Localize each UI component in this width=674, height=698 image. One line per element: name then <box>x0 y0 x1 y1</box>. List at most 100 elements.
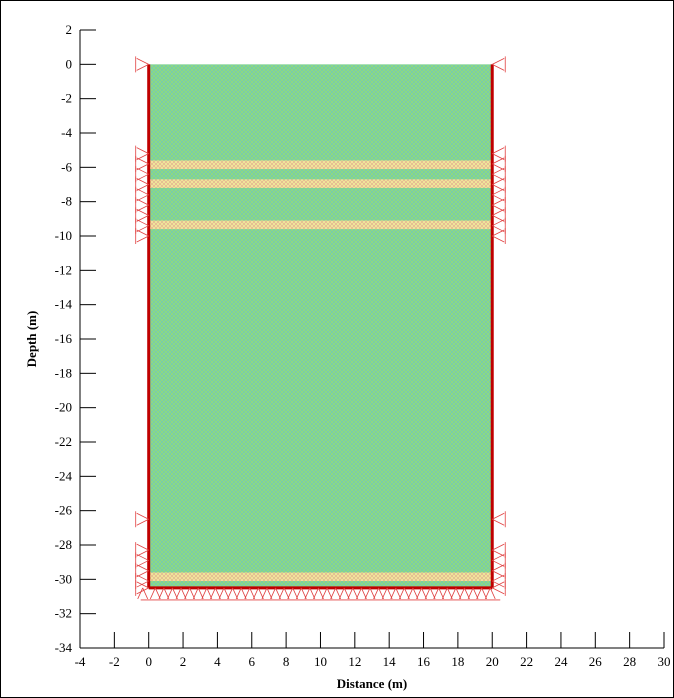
base-support <box>330 587 342 600</box>
base-support <box>313 587 324 600</box>
base-support <box>192 587 204 600</box>
boundary-supports <box>135 56 506 601</box>
x-tick-label: 26 <box>589 654 603 669</box>
y-tick-label: -8 <box>61 194 72 209</box>
right-support <box>492 207 506 224</box>
x-tick-label: 8 <box>283 654 290 669</box>
base-support <box>398 587 410 600</box>
x-tick-label: 18 <box>451 654 464 669</box>
y-tick-label: -26 <box>55 503 73 518</box>
axes <box>79 29 665 649</box>
base-support <box>244 587 256 600</box>
base-support <box>424 587 436 600</box>
base-support <box>278 587 290 600</box>
base-support <box>201 587 213 600</box>
right-support <box>492 155 506 172</box>
interface-layer <box>148 220 493 230</box>
left-support <box>135 217 149 234</box>
base-support <box>476 587 488 600</box>
left-support <box>135 511 149 528</box>
y-tick-label: -28 <box>55 537 72 552</box>
right-support <box>492 186 506 203</box>
left-support <box>135 579 149 596</box>
left-support <box>135 176 149 193</box>
x-axis-title: Distance (m) <box>337 676 407 691</box>
soil-domain <box>148 64 493 588</box>
base-support <box>441 587 453 600</box>
left-support <box>135 228 149 244</box>
left-support <box>135 155 149 172</box>
left-support <box>135 145 149 162</box>
x-tick-label: 14 <box>383 654 397 669</box>
x-tick-label: 12 <box>348 654 361 669</box>
y-tick-label: -16 <box>55 331 73 346</box>
y-tick-label: -4 <box>61 125 72 140</box>
base-support <box>175 587 187 600</box>
left-support <box>135 186 149 203</box>
left-support <box>135 207 149 224</box>
left-support <box>135 56 149 73</box>
base-support <box>407 587 419 600</box>
thin-layers <box>148 160 493 582</box>
base-support <box>381 587 393 600</box>
base-support <box>218 587 230 600</box>
right-support <box>492 217 506 234</box>
y-tick-label: -32 <box>55 606 72 621</box>
right-support <box>492 552 506 569</box>
x-tick-label: 10 <box>314 654 327 669</box>
right-support <box>492 166 506 183</box>
left-support <box>135 166 149 183</box>
y-axis-title: Depth (m) <box>24 311 39 368</box>
right-support <box>492 56 506 73</box>
base-support <box>287 587 299 600</box>
base-support <box>304 587 316 600</box>
right-support <box>492 511 506 528</box>
x-tick-label: -4 <box>75 654 86 669</box>
x-tick-label: 24 <box>554 654 568 669</box>
base-support <box>450 587 462 600</box>
base-support <box>270 587 281 600</box>
right-support <box>492 542 506 559</box>
base-support <box>467 587 479 600</box>
y-tick-label: -12 <box>55 262 72 277</box>
left-support <box>135 197 149 214</box>
y-tick-label: -2 <box>61 91 72 106</box>
x-tick-label: 20 <box>486 654 499 669</box>
y-tick-label: -10 <box>55 228 72 243</box>
x-tick-label: 2 <box>180 654 187 669</box>
right-support <box>492 145 506 162</box>
base-support <box>295 587 307 600</box>
right-support <box>492 562 506 579</box>
right-support <box>492 176 506 193</box>
y-tick-label: -30 <box>55 571 72 586</box>
y-tick-label: 2 <box>66 22 73 37</box>
y-tick-label: 0 <box>66 56 73 71</box>
base-support <box>210 587 221 600</box>
y-tick-label: -20 <box>55 400 72 415</box>
y-tick-label: -24 <box>55 468 73 483</box>
x-tick-label: 28 <box>623 654 636 669</box>
y-tick-label: -14 <box>55 297 73 312</box>
y-tick-label: -6 <box>61 159 72 174</box>
base-support <box>459 587 470 600</box>
domain-boundaries <box>147 64 494 590</box>
soil-mesh <box>148 64 493 588</box>
base-support <box>364 587 376 600</box>
left-support <box>135 552 149 569</box>
right-support <box>492 579 506 596</box>
base-support <box>252 587 264 600</box>
y-tick-label: -34 <box>55 640 73 655</box>
right-support <box>492 197 506 214</box>
base-support <box>484 587 496 600</box>
x-tick-label: 22 <box>520 654 533 669</box>
left-support <box>135 562 149 579</box>
base-support <box>261 587 273 600</box>
x-tick-label: 30 <box>658 654 671 669</box>
right-support <box>492 228 506 244</box>
interface-layer <box>148 179 493 188</box>
x-tick-label: 6 <box>249 654 256 669</box>
y-tick-label: -22 <box>55 434 72 449</box>
base-support <box>321 587 333 600</box>
base-support <box>416 587 427 600</box>
